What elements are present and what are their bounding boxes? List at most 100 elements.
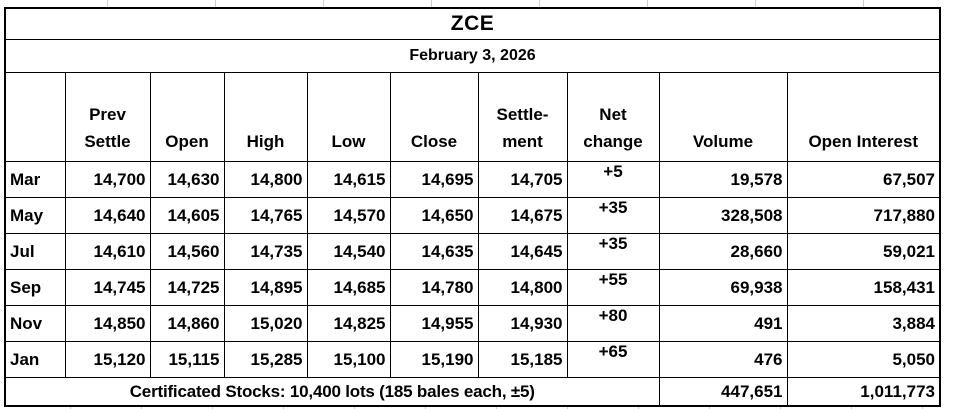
header-volume-label: Volume bbox=[692, 131, 754, 151]
table-row-mar: Mar 14,700 14,630 14,800 14,615 14,695 1… bbox=[4, 161, 941, 198]
futures-quote-table: ZCE February 3, 2026 Prev Settle Open Hig… bbox=[4, 7, 941, 407]
cell-settlement: 15,185 bbox=[477, 341, 568, 378]
cell-close: 14,695 bbox=[389, 161, 479, 198]
cell-high: 14,895 bbox=[223, 269, 308, 306]
header-month bbox=[4, 72, 66, 162]
cell-open-interest: 3,884 bbox=[786, 305, 941, 342]
cell-month: Jan bbox=[4, 341, 66, 378]
cell-low: 14,825 bbox=[306, 305, 391, 342]
table-footer-row: Certificated Stocks: 10,400 lots (185 ba… bbox=[4, 377, 941, 407]
header-settlement: Settle-ment bbox=[477, 72, 568, 162]
cell-close: 14,650 bbox=[389, 197, 479, 234]
table-title-row: ZCE bbox=[4, 7, 941, 40]
cell-open-interest: 717,880 bbox=[786, 197, 941, 234]
header-volume: Volume bbox=[658, 72, 788, 162]
quote-date: February 3, 2026 bbox=[4, 39, 941, 73]
cell-settlement: 14,930 bbox=[477, 305, 568, 342]
cell-volume: 28,660 bbox=[658, 233, 788, 270]
table-row-nov: Nov 14,850 14,860 15,020 14,825 14,955 1… bbox=[4, 305, 941, 342]
cell-open: 15,115 bbox=[149, 341, 225, 378]
header-open: Open bbox=[149, 72, 225, 162]
cell-open-interest: 67,507 bbox=[786, 161, 941, 198]
cell-settlement: 14,675 bbox=[477, 197, 568, 234]
cell-settlement: 14,705 bbox=[477, 161, 568, 198]
cell-volume: 491 bbox=[658, 305, 788, 342]
cell-high: 15,020 bbox=[223, 305, 308, 342]
header-net-change: Net change bbox=[566, 72, 660, 162]
cell-month: May bbox=[4, 197, 66, 234]
table-row-jul: Jul 14,610 14,560 14,735 14,540 14,635 1… bbox=[4, 233, 941, 270]
header-open-interest: Open Interest bbox=[786, 72, 941, 162]
cell-open: 14,860 bbox=[149, 305, 225, 342]
cell-net-change: +35 bbox=[566, 197, 660, 234]
cell-volume: 476 bbox=[658, 341, 788, 378]
cell-prev-settle: 14,610 bbox=[64, 233, 151, 270]
header-close: Close bbox=[389, 72, 479, 162]
header-settlement-line1: Settle- bbox=[496, 105, 549, 125]
table-row-jan: Jan 15,120 15,115 15,285 15,100 15,190 1… bbox=[4, 341, 941, 378]
cell-open-interest: 5,050 bbox=[786, 341, 941, 378]
cell-volume: 19,578 bbox=[658, 161, 788, 198]
cell-low: 14,685 bbox=[306, 269, 391, 306]
cell-open: 14,605 bbox=[149, 197, 225, 234]
cell-prev-settle: 14,700 bbox=[64, 161, 151, 198]
header-high: High bbox=[223, 72, 308, 162]
header-prev-settle-line2: Settle bbox=[84, 131, 131, 151]
cell-net-change: +65 bbox=[566, 341, 660, 378]
cell-low: 14,615 bbox=[306, 161, 391, 198]
column-header-row: Prev Settle Open High Low Close Settle-me… bbox=[4, 72, 941, 162]
cell-month: Nov bbox=[4, 305, 66, 342]
cell-close: 14,780 bbox=[389, 269, 479, 306]
header-net-change-line1: Net bbox=[599, 105, 627, 125]
header-high-label: High bbox=[246, 131, 285, 151]
exchange-title: ZCE bbox=[4, 7, 941, 40]
cell-net-change: +5 bbox=[566, 161, 660, 198]
cell-low: 15,100 bbox=[306, 341, 391, 378]
cell-low: 14,570 bbox=[306, 197, 391, 234]
header-prev-settle-line1: Prev bbox=[89, 105, 126, 125]
cell-high: 14,735 bbox=[223, 233, 308, 270]
cell-net-change: +55 bbox=[566, 269, 660, 306]
total-volume: 447,651 bbox=[658, 377, 788, 407]
certificated-stocks-note: Certificated Stocks: 10,400 lots (185 ba… bbox=[4, 377, 660, 407]
header-low: Low bbox=[306, 72, 391, 162]
cell-month: Jul bbox=[4, 233, 66, 270]
header-close-label: Close bbox=[410, 131, 458, 151]
header-net-change-line2: change bbox=[583, 131, 643, 151]
table-row-sep: Sep 14,745 14,725 14,895 14,685 14,780 1… bbox=[4, 269, 941, 306]
cell-prev-settle: 14,850 bbox=[64, 305, 151, 342]
cell-open: 14,560 bbox=[149, 233, 225, 270]
cell-prev-settle: 15,120 bbox=[64, 341, 151, 378]
cell-close: 15,190 bbox=[389, 341, 479, 378]
cell-high: 15,285 bbox=[223, 341, 308, 378]
header-settlement-line2: ment bbox=[502, 131, 543, 151]
cell-settlement: 14,800 bbox=[477, 269, 568, 306]
cell-high: 14,800 bbox=[223, 161, 308, 198]
cell-month: Sep bbox=[4, 269, 66, 306]
header-prev-settle: Prev Settle bbox=[64, 72, 151, 162]
table-date-row: February 3, 2026 bbox=[4, 39, 941, 73]
cell-open: 14,630 bbox=[149, 161, 225, 198]
cell-open-interest: 158,431 bbox=[786, 269, 941, 306]
total-open-interest: 1,011,773 bbox=[786, 377, 941, 407]
cell-volume: 69,938 bbox=[658, 269, 788, 306]
cell-prev-settle: 14,745 bbox=[64, 269, 151, 306]
cell-net-change: +80 bbox=[566, 305, 660, 342]
header-open-label: Open bbox=[165, 131, 209, 151]
cell-settlement: 14,645 bbox=[477, 233, 568, 270]
cell-open-interest: 59,021 bbox=[786, 233, 941, 270]
cell-low: 14,540 bbox=[306, 233, 391, 270]
table-row-may: May 14,640 14,605 14,765 14,570 14,650 1… bbox=[4, 197, 941, 234]
header-open-interest-label: Open Interest bbox=[808, 131, 919, 151]
cell-volume: 328,508 bbox=[658, 197, 788, 234]
cell-open: 14,725 bbox=[149, 269, 225, 306]
cell-month: Mar bbox=[4, 161, 66, 198]
header-low-label: Low bbox=[331, 131, 366, 151]
sheet-gridlines-top bbox=[0, 0, 957, 8]
cell-high: 14,765 bbox=[223, 197, 308, 234]
cell-prev-settle: 14,640 bbox=[64, 197, 151, 234]
cell-close: 14,955 bbox=[389, 305, 479, 342]
cell-close: 14,635 bbox=[389, 233, 479, 270]
cell-net-change: +35 bbox=[566, 233, 660, 270]
